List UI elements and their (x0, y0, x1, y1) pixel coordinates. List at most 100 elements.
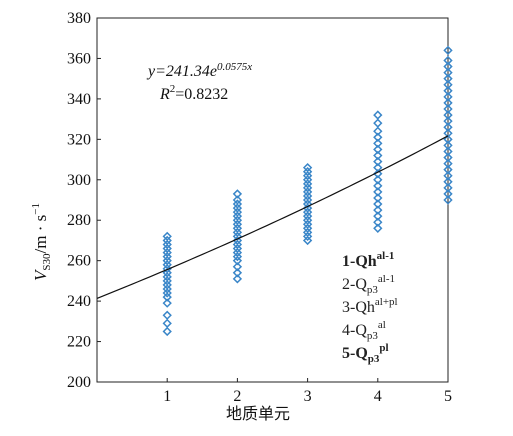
data-point (443, 152, 453, 163)
data-point (302, 179, 313, 189)
y-tick-label: 260 (67, 253, 91, 270)
legend-entry-text: 2-Q (342, 276, 367, 293)
data-point (373, 169, 383, 179)
data-point (232, 262, 243, 272)
data-point (232, 195, 243, 205)
data-point (302, 187, 313, 197)
data-point (373, 126, 383, 136)
data-point (232, 189, 243, 199)
data-point (162, 264, 172, 274)
data-point (373, 118, 383, 128)
r2-symbol: R (159, 86, 170, 103)
data-point (162, 298, 172, 308)
y-tick-label: 300 (67, 172, 91, 189)
data-point (302, 195, 313, 205)
data-point (443, 92, 453, 102)
data-point (162, 326, 172, 337)
legend-entry: 3-Qhal+pl (342, 296, 398, 316)
data-point (443, 183, 453, 193)
data-point (232, 268, 243, 278)
data-point (373, 175, 383, 185)
data-point (232, 219, 243, 229)
data-point (232, 211, 243, 221)
legend-entry-subscript: p3 (367, 330, 379, 342)
fit-r-squared: R2=0.8232 (159, 83, 228, 103)
data-point (443, 67, 453, 78)
fit-equation-exponent: 0.0575x (217, 61, 252, 73)
data-point (232, 235, 243, 246)
data-point (373, 156, 383, 167)
data-point (162, 231, 172, 242)
data-point (232, 207, 243, 217)
y-tick-label: 240 (67, 293, 91, 310)
data-point (443, 165, 453, 175)
data-point (302, 207, 313, 217)
data-point (443, 110, 453, 120)
data-point (373, 205, 383, 215)
y-tick-label: 200 (67, 374, 91, 391)
data-point (302, 223, 313, 233)
data-point (443, 195, 453, 205)
data-point (232, 251, 243, 262)
data-point (232, 274, 243, 284)
data-point (302, 219, 313, 229)
legend-entry-superscript: al (378, 319, 386, 331)
legend-entry-text: 3-Qh (342, 299, 375, 316)
data-point (162, 247, 172, 258)
legend-entry-text: 1-Qh (342, 253, 377, 270)
data-point (302, 162, 313, 173)
data-point (443, 177, 453, 187)
data-point (232, 199, 243, 209)
legend-entry-superscript: pl (379, 342, 388, 354)
data-point (443, 61, 453, 72)
legend-entry: 1-Qhal-1 (342, 250, 394, 270)
legend-entry: 5-Qp3pl (342, 342, 389, 365)
data-point (162, 310, 172, 320)
data-point (373, 199, 383, 209)
legend-entry: 4-Qp3al (342, 319, 386, 342)
data-point (443, 128, 453, 138)
data-point (443, 74, 453, 84)
data-point (302, 215, 313, 225)
data-point (302, 211, 313, 221)
data-point (162, 243, 172, 254)
data-point (162, 239, 172, 250)
x-tick-label: 2 (233, 388, 241, 405)
data-point (302, 171, 313, 181)
legend-entry-subscript: p3 (367, 284, 379, 296)
x-tick-label: 4 (374, 388, 382, 405)
data-point (162, 268, 172, 278)
data-point (232, 247, 243, 258)
x-tick-label: 1 (163, 388, 171, 405)
y-tick-label: 280 (67, 212, 91, 229)
data-point (443, 86, 453, 96)
data-point (373, 187, 383, 197)
data-point (302, 191, 313, 201)
data-point (162, 251, 172, 262)
data-point (232, 256, 243, 266)
data-point (232, 239, 243, 250)
data-point (302, 235, 313, 246)
data-point (302, 227, 313, 238)
data-point (373, 162, 383, 173)
data-point (443, 189, 453, 199)
data-point (302, 231, 313, 242)
x-axis-title: 地质单元 (226, 404, 290, 423)
fit-equation: y=241.34e0.0575x (146, 61, 252, 80)
y-tick-label: 220 (67, 334, 91, 351)
data-point (373, 193, 383, 203)
y-title-unit: /m · s (31, 215, 50, 254)
data-point (373, 144, 383, 155)
legend-entry-text: 5-Q (342, 345, 368, 362)
y-title-main: V (31, 268, 50, 281)
data-point (373, 181, 383, 191)
data-point (373, 211, 383, 221)
x-tick-label: 3 (304, 388, 312, 405)
legend-entry-text: 4-Q (342, 322, 367, 339)
fit-equation-base: y=241.34e (146, 63, 217, 80)
data-point (232, 203, 243, 213)
plot-area: 200 220 240 260 280 300 320 340 360 380 1 2 3 4 5 (67, 10, 453, 405)
data-point (162, 318, 172, 329)
